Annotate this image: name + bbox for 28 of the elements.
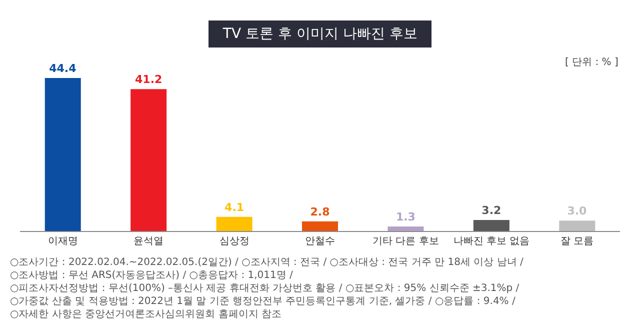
bar bbox=[559, 220, 596, 231]
data-label: 3.2 bbox=[482, 204, 502, 217]
text: ○조사기간 : 2022.02.04.~2022.02.05.(2일간) / ○조사지역 : 전국 / ○조사대상 : 전국 거주 만 18세 이상 남녀 / bbox=[10, 257, 524, 268]
bar bbox=[130, 89, 167, 231]
text: ○자세한 사항은 중앙선거여론조사심의위원회 홈페이지 참조 bbox=[10, 309, 282, 320]
bar bbox=[44, 78, 81, 231]
data-label: 44.4 bbox=[49, 62, 77, 76]
x-tick-label: 심상정 bbox=[219, 236, 250, 247]
data-label: 3.0 bbox=[567, 204, 588, 218]
data-label: 2.8 bbox=[310, 205, 330, 218]
bar bbox=[388, 226, 424, 231]
bar bbox=[473, 220, 510, 231]
x-tick-label: 나빠진 후보 없음 bbox=[453, 236, 530, 247]
bar bbox=[216, 216, 252, 231]
x-tick-label: 기타 다른 후보 bbox=[372, 236, 439, 247]
x-tick-label: 이재명 bbox=[48, 236, 78, 247]
data-label: 41.2 bbox=[135, 73, 162, 86]
chart-title: TV 토론 후 이미지 나빠진 후보 bbox=[214, 26, 426, 42]
x-tick-label: 윤석열 bbox=[134, 236, 164, 247]
bar bbox=[302, 221, 338, 231]
data-label: 1.3 bbox=[396, 210, 416, 224]
text: ○피조사자선정방법 : 무선(100%) –통신사 제공 휴대전화 가상번호 활용 / ○표본오차 : 95% 신뢰수준 ±3.1%p / bbox=[10, 283, 520, 294]
x-tick-label: 잘 모름 bbox=[560, 236, 594, 247]
data-label: 4.1 bbox=[224, 200, 244, 214]
text: ○조사방법 : 무선 ARS(자동응답조사) / ○총응답자 : 1,011명 / bbox=[10, 270, 293, 281]
text: ○가중값 산출 및 적용방법 : 2022년 1월 말 기준 행정안전부 주민등록인구통계 기준, 셀가중 / ○응답률 : 9.4% / bbox=[10, 296, 516, 307]
x-tick-label: 안철수 bbox=[305, 236, 335, 247]
text: [ 단위 : % ] bbox=[565, 57, 618, 68]
